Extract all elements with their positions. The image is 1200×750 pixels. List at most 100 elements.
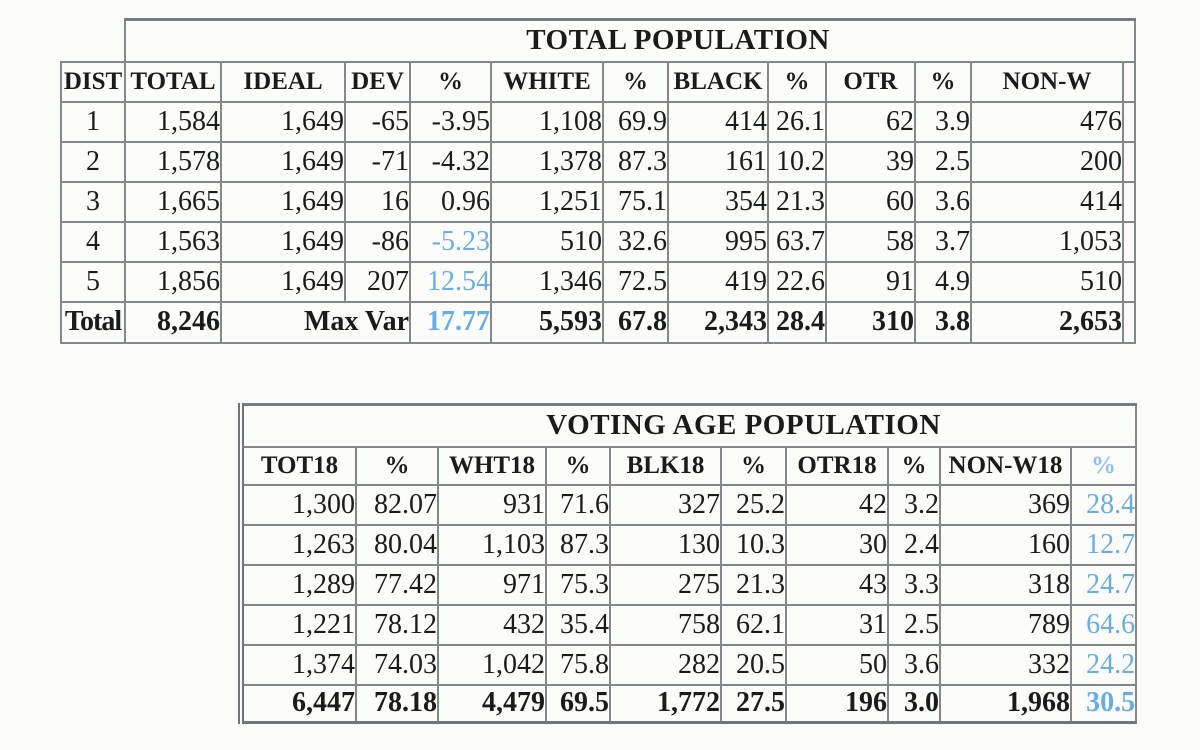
title-left-spacer bbox=[61, 20, 125, 62]
table-cell: 369 bbox=[939, 483, 1072, 526]
table-cell: 71.6 bbox=[545, 483, 611, 526]
table-cell: 64.6 bbox=[1069, 603, 1138, 646]
table-cell: 50 bbox=[785, 643, 889, 686]
total-population-header-row: DIST TOTAL IDEAL DEV % WHITE % BLACK % O… bbox=[60, 60, 1137, 103]
table-cell: 1,649 bbox=[220, 140, 346, 183]
table-cell: 789 bbox=[939, 603, 1072, 646]
table-cell: 1,053 bbox=[970, 220, 1124, 263]
table-row: 1 1,584 1,649 -65 -3.95 1,108 69.9 414 26.1 62 3.9… bbox=[60, 100, 1137, 143]
table-cell: 63.7 bbox=[767, 220, 827, 263]
table-cell: -3.95 bbox=[409, 100, 492, 143]
table-cell: 1,578 bbox=[124, 140, 222, 183]
table-cell: 510 bbox=[970, 260, 1124, 303]
table-cell: 414 bbox=[667, 100, 769, 143]
table-cell: 82.07 bbox=[355, 483, 439, 526]
empty-cell bbox=[1121, 100, 1137, 143]
black-pct-sum: 28.4 bbox=[767, 300, 827, 344]
empty-cell bbox=[1121, 140, 1137, 183]
table-cell: 510 bbox=[490, 220, 604, 263]
table-cell: 275 bbox=[609, 563, 722, 606]
table-cell: 2.5 bbox=[887, 603, 941, 646]
table-cell: 1 bbox=[60, 100, 126, 143]
col-header-non-w18: NON-W18 bbox=[939, 445, 1072, 486]
col-header-ideal: IDEAL bbox=[220, 60, 346, 103]
total-population-total-row: Total 8,246 Max Var 17.77 5,593 67.8 2,3… bbox=[60, 300, 1137, 344]
non-w-sum: 2,653 bbox=[970, 300, 1124, 344]
table-cell: 1,251 bbox=[490, 180, 604, 223]
table-cell: 24.7 bbox=[1069, 563, 1138, 606]
table-cell: 3 bbox=[60, 180, 126, 223]
table-cell: 1,584 bbox=[124, 100, 222, 143]
tot18-sum: 6,447 bbox=[238, 683, 357, 724]
col-header-blk18: BLK18 bbox=[609, 445, 722, 486]
table-row: 5 1,856 1,649 207 12.54 1,346 72.5 419 22.6 91 4.9… bbox=[60, 260, 1137, 303]
table-cell: 25.2 bbox=[720, 483, 787, 526]
table-cell: 332 bbox=[939, 643, 1072, 686]
table-cell: 75.3 bbox=[545, 563, 611, 606]
table-cell: 1,263 bbox=[238, 523, 357, 566]
table-cell: 58 bbox=[825, 220, 916, 263]
table-cell: 10.2 bbox=[767, 140, 827, 183]
voting-age-title-row: VOTING AGE POPULATION bbox=[237, 403, 1138, 448]
total-population-sum: 8,246 bbox=[124, 300, 222, 344]
total-population-body: 1 1,584 1,649 -65 -3.95 1,108 69.9 414 26.1 62 3.9… bbox=[60, 100, 1137, 303]
empty-header-cell bbox=[1121, 60, 1137, 103]
table-cell: 3.2 bbox=[887, 483, 941, 526]
table-cell: 87.3 bbox=[545, 523, 611, 566]
table-cell: 12.54 bbox=[409, 260, 492, 303]
table-cell: 758 bbox=[609, 603, 722, 646]
table-cell: 931 bbox=[437, 483, 547, 526]
table-cell: 3.6 bbox=[914, 180, 972, 223]
table-cell: 0.96 bbox=[409, 180, 492, 223]
total-population-title-row: TOTAL POPULATION bbox=[61, 18, 1137, 63]
table-row: 1,221 78.12 432 35.4 758 62.1 31 2.5 789 64.6 bbox=[238, 603, 1138, 646]
table-cell: 87.3 bbox=[602, 140, 669, 183]
wht18-sum: 4,479 bbox=[437, 683, 547, 724]
col-header-otr-pct: % bbox=[914, 60, 972, 103]
table-cell: 1,300 bbox=[238, 483, 357, 526]
table-cell: 30 bbox=[785, 523, 889, 566]
table-cell: 1,649 bbox=[220, 100, 346, 143]
table-cell: 432 bbox=[437, 603, 547, 646]
table-cell: 130 bbox=[609, 523, 722, 566]
table-cell: 28.4 bbox=[1069, 483, 1138, 526]
table-cell: 75.8 bbox=[545, 643, 611, 686]
table-cell: 26.1 bbox=[767, 100, 827, 143]
table-cell: 995 bbox=[667, 220, 769, 263]
blk18-sum: 1,772 bbox=[609, 683, 722, 724]
col-header-blk18-pct: % bbox=[720, 445, 787, 486]
table-cell: 160 bbox=[939, 523, 1072, 566]
col-header-wht18-pct: % bbox=[545, 445, 611, 486]
table-cell: 21.3 bbox=[767, 180, 827, 223]
table-cell: 72.5 bbox=[602, 260, 669, 303]
table-cell: 1,346 bbox=[490, 260, 604, 303]
table-cell: 1,103 bbox=[437, 523, 547, 566]
non-w18-sum: 1,968 bbox=[939, 683, 1072, 724]
table-row: 2 1,578 1,649 -71 -4.32 1,378 87.3 161 10.2 39 2.5… bbox=[60, 140, 1137, 183]
table-cell: 31 bbox=[785, 603, 889, 646]
table-cell: 1,378 bbox=[490, 140, 604, 183]
table-cell: 1,649 bbox=[220, 220, 346, 263]
col-header-dev-pct: % bbox=[409, 60, 492, 103]
table-cell: -5.23 bbox=[409, 220, 492, 263]
col-header-black: BLACK bbox=[667, 60, 769, 103]
table-cell: 12.7 bbox=[1069, 523, 1138, 566]
empty-cell bbox=[1121, 220, 1137, 263]
table-row: 1,263 80.04 1,103 87.3 130 10.3 30 2.4 160 12.7 bbox=[238, 523, 1138, 566]
table-cell: 1,108 bbox=[490, 100, 604, 143]
empty-cell bbox=[1121, 260, 1137, 303]
table-cell: 1,649 bbox=[220, 180, 346, 223]
table-cell: 16 bbox=[344, 180, 411, 223]
table-row: 3 1,665 1,649 16 0.96 1,251 75.1 354 21.3 60 3.6 41… bbox=[60, 180, 1137, 223]
table-cell: 60 bbox=[825, 180, 916, 223]
table-cell: 1,221 bbox=[238, 603, 357, 646]
table-cell: 354 bbox=[667, 180, 769, 223]
table-cell: 1,856 bbox=[124, 260, 222, 303]
col-header-black-pct: % bbox=[767, 60, 827, 103]
table-cell: 200 bbox=[970, 140, 1124, 183]
voting-age-population-title: VOTING AGE POPULATION bbox=[237, 403, 1138, 448]
table-cell: 42 bbox=[785, 483, 889, 526]
table-cell: 5 bbox=[60, 260, 126, 303]
table-cell: 1,563 bbox=[124, 220, 222, 263]
tot18-pct-sum: 78.18 bbox=[355, 683, 439, 724]
